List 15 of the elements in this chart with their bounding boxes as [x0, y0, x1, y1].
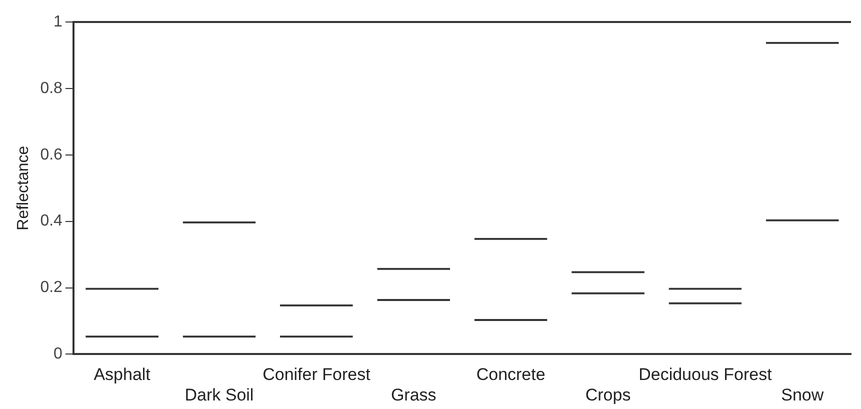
x-tick-label: Snow: [781, 385, 824, 404]
y-tick-label: 0.8: [40, 80, 63, 97]
x-tick-label: Crops: [585, 385, 631, 404]
y-tick-label: 0.6: [40, 146, 63, 164]
x-tick-label: Conifer Forest: [262, 365, 371, 384]
y-axis-title: Reflectance: [15, 146, 32, 230]
x-tick-label: Asphalt: [94, 365, 151, 384]
y-tick-label: 0.4: [40, 212, 63, 230]
y-tick-label: 0.2: [40, 279, 63, 296]
x-tick-label: Concrete: [476, 365, 546, 384]
y-tick-label: 0: [54, 346, 63, 363]
y-tick-label: 1: [54, 13, 63, 30]
x-tick-label: Dark Soil: [184, 385, 254, 404]
x-tick-label: Grass: [390, 385, 436, 404]
x-tick-label: Deciduous Forest: [638, 365, 772, 384]
